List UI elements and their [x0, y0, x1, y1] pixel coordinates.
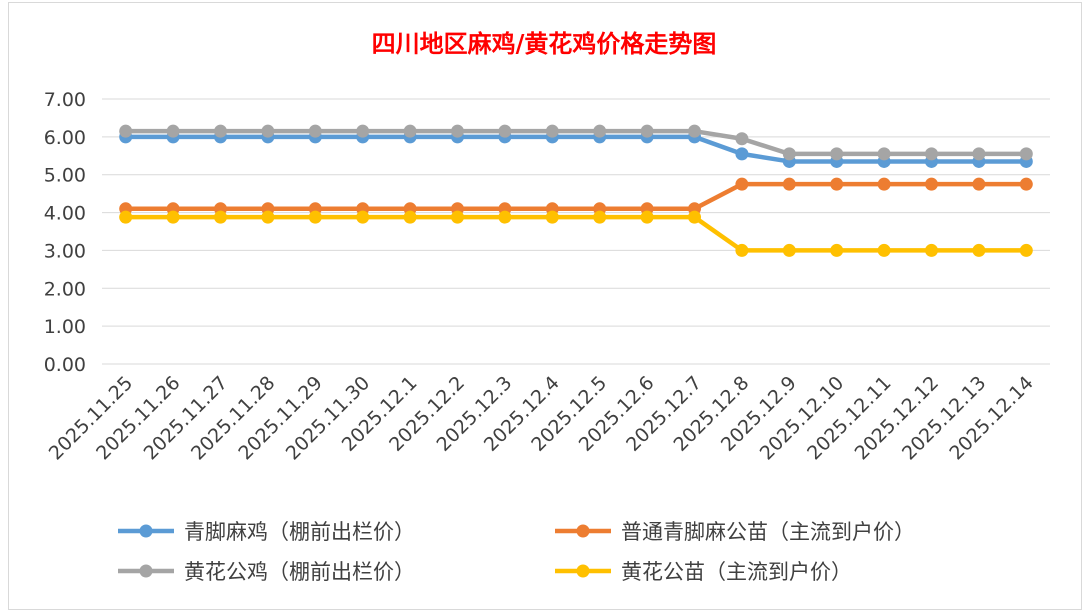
data-point — [1019, 243, 1033, 257]
data-point — [356, 210, 370, 224]
data-point — [688, 210, 701, 224]
series-2 — [119, 177, 1033, 216]
y-tick-label: 2.00 — [44, 278, 86, 300]
data-point — [545, 124, 559, 138]
series-line — [123, 134, 1029, 164]
data-point — [451, 210, 464, 224]
legend-item: 黄花公苗（主流到户价） — [555, 560, 852, 584]
chart-frame — [8, 2, 1082, 610]
y-tick-label: 4.00 — [44, 203, 86, 225]
chart-title: 四川地区麻鸡/黄花鸡价格走势图 — [372, 29, 717, 58]
y-axis-ticks: 0.00 1.00 2.00 3.00 4.00 5.00 6.00 7.00 — [44, 89, 86, 376]
legend-marker — [139, 564, 153, 578]
data-point — [498, 124, 512, 138]
data-point — [166, 210, 180, 224]
data-point — [688, 124, 701, 138]
data-point — [925, 243, 938, 257]
data-point — [830, 147, 844, 161]
data-point — [166, 124, 180, 138]
data-point — [735, 177, 749, 191]
legend-item: 青脚麻鸡（棚前出栏价） — [118, 520, 415, 544]
data-point — [403, 210, 417, 224]
data-point — [1019, 147, 1033, 161]
gridlines — [102, 98, 1050, 365]
legend-item: 黄花公鸡（棚前出栏价） — [118, 560, 415, 584]
series-1 — [119, 130, 1033, 168]
data-point — [877, 177, 891, 191]
data-point — [830, 177, 844, 191]
y-tick-label: 7.00 — [44, 89, 86, 111]
series-lines — [119, 124, 1033, 257]
legend-label: 黄花公苗（主流到户价） — [621, 560, 852, 584]
data-point — [830, 243, 844, 257]
legend-label: 黄花公鸡（棚前出栏价） — [184, 560, 415, 584]
data-point — [308, 210, 322, 224]
y-tick-label: 6.00 — [44, 127, 86, 149]
data-point — [735, 132, 749, 146]
x-axis-ticks: 2025.11.252025.11.262025.11.272025.11.28… — [45, 372, 1038, 464]
data-point — [925, 177, 938, 191]
legend-marker — [576, 564, 590, 578]
data-point — [972, 177, 986, 191]
series-4 — [119, 210, 1033, 257]
series-line — [123, 181, 1029, 212]
data-point — [972, 243, 986, 257]
y-tick-label: 1.00 — [44, 316, 86, 338]
data-point — [1019, 177, 1033, 191]
legend: 青脚麻鸡（棚前出栏价） 普通青脚麻公苗（主流到户价） 黄花公鸡（棚前出栏价） 黄花公苗… — [118, 520, 915, 584]
series-line — [123, 214, 1029, 253]
data-point — [403, 124, 417, 138]
data-point — [877, 147, 891, 161]
legend-label: 青脚麻鸡（棚前出栏价） — [184, 520, 415, 544]
data-point — [214, 210, 227, 224]
data-point — [972, 147, 986, 161]
data-point — [925, 147, 938, 161]
data-point — [545, 210, 559, 224]
data-point — [782, 243, 796, 257]
data-point — [735, 243, 749, 257]
data-point — [261, 210, 275, 224]
data-point — [782, 177, 796, 191]
legend-marker — [139, 524, 153, 538]
data-point — [593, 124, 607, 138]
data-point — [119, 124, 133, 138]
data-point — [451, 124, 464, 138]
legend-item: 普通青脚麻公苗（主流到户价） — [555, 520, 915, 544]
data-point — [119, 210, 133, 224]
data-point — [782, 147, 796, 161]
data-point — [356, 124, 370, 138]
data-point — [498, 210, 512, 224]
legend-label: 普通青脚麻公苗（主流到户价） — [621, 520, 915, 544]
data-point — [640, 124, 654, 138]
series-line — [123, 128, 1029, 157]
data-point — [735, 147, 749, 161]
data-point — [877, 243, 891, 257]
legend-marker — [576, 524, 590, 538]
data-point — [308, 124, 322, 138]
series-3 — [119, 124, 1033, 161]
data-point — [214, 124, 227, 138]
y-tick-label: 3.00 — [44, 240, 86, 262]
data-point — [640, 210, 654, 224]
data-point — [593, 210, 607, 224]
y-tick-label: 0.00 — [44, 354, 86, 376]
y-tick-label: 5.00 — [44, 165, 86, 187]
data-point — [261, 124, 275, 138]
